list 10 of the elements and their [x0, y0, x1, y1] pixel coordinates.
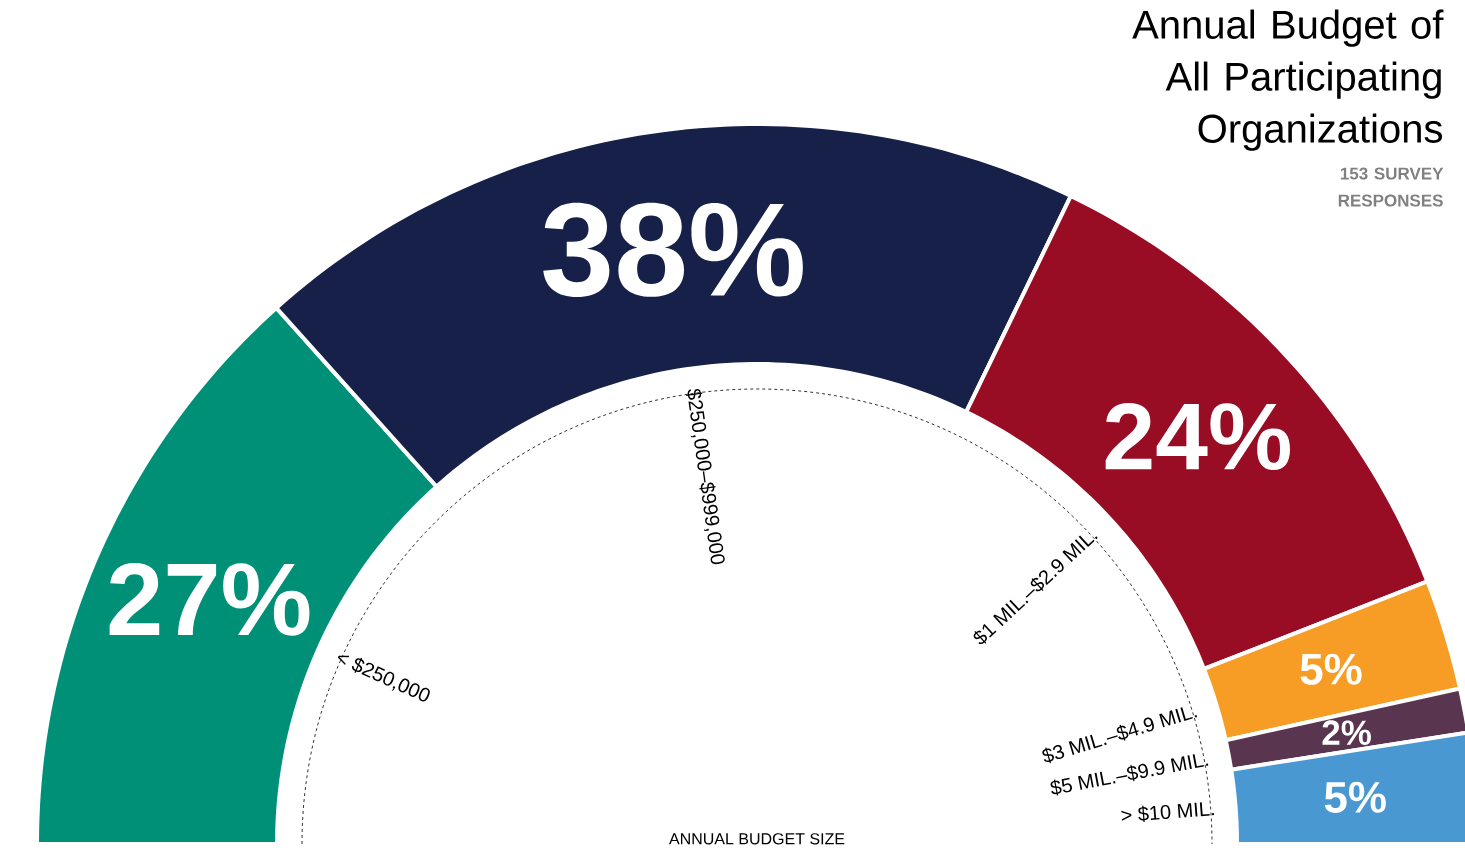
data-label: 5%: [1300, 653, 1362, 685]
text: ANNUAL BUDGET SIZE: [669, 833, 845, 845]
data-label: 38%: [543, 202, 803, 298]
data-label: 5%: [1324, 781, 1386, 813]
data-label: 2%: [1322, 720, 1371, 746]
chart-title: Annual Budget of All Participating Organizations: [1132, 9, 1444, 151]
data-label: 24%: [1105, 403, 1290, 471]
slice-label: > $10 MIL.: [1121, 802, 1215, 823]
text: 153 SURVEY RESPONSES: [1338, 167, 1444, 207]
data-label: 27%: [109, 563, 310, 636]
